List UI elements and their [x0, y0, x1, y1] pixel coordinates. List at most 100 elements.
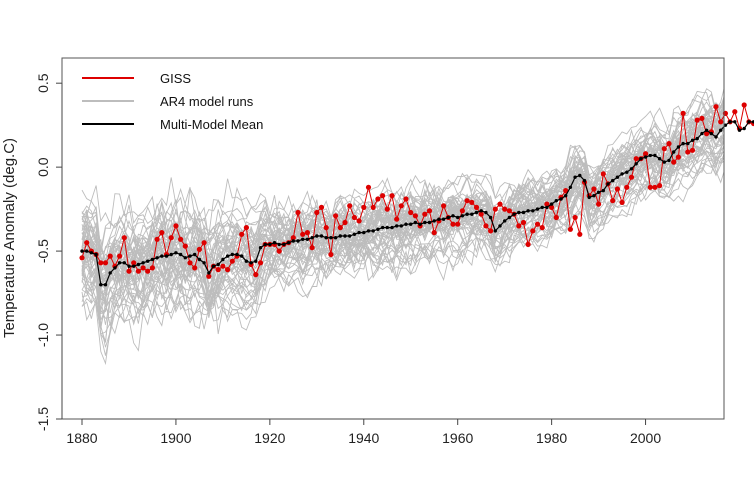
mean-point: [385, 225, 389, 230]
mean-point: [465, 212, 469, 216]
mean-point: [319, 234, 324, 238]
giss-point: [365, 184, 372, 190]
mean-point: [160, 254, 164, 258]
giss-point: [351, 214, 357, 221]
giss-point: [239, 231, 245, 237]
mean-point: [404, 222, 408, 226]
giss-point: [591, 186, 597, 192]
mean-point: [183, 256, 187, 260]
giss-point: [173, 223, 179, 229]
mean-point: [333, 236, 338, 240]
mean-point: [723, 123, 728, 127]
mean-point: [695, 136, 699, 141]
mean-point: [587, 195, 591, 200]
giss-point: [455, 221, 461, 227]
giss-point: [145, 268, 151, 274]
giss-point: [380, 193, 386, 199]
model-run-line: [81, 110, 724, 279]
mean-point: [742, 126, 746, 131]
giss-point: [168, 235, 174, 241]
model-run-line: [81, 118, 724, 286]
x-tick-label: 1960: [442, 430, 473, 446]
giss-point: [563, 188, 569, 194]
giss-point: [79, 255, 85, 261]
giss-point: [431, 230, 437, 236]
mean-point: [132, 264, 136, 268]
mean-point: [615, 175, 620, 179]
mean-point: [99, 283, 103, 287]
x-tick-label: 1980: [536, 430, 567, 446]
x-tick-label: 2000: [630, 430, 661, 446]
mean-point: [258, 246, 263, 250]
giss-point: [652, 184, 658, 190]
giss-point: [314, 209, 320, 216]
giss-point: [309, 245, 315, 251]
mean-point: [507, 215, 512, 220]
mean-point: [498, 224, 502, 228]
mean-point: [324, 236, 328, 240]
giss-point: [577, 231, 583, 237]
giss-point: [154, 236, 160, 242]
mean-point: [700, 131, 704, 136]
giss-point: [276, 248, 282, 254]
giss-point: [534, 221, 541, 227]
y-axis-title: Temperature Anomaly (deg.C): [1, 138, 18, 338]
mean-point: [479, 209, 483, 213]
mean-point: [634, 162, 638, 166]
mean-point: [596, 190, 601, 194]
mean-point: [643, 155, 648, 159]
giss-point: [694, 117, 700, 123]
giss-point: [478, 211, 484, 217]
y-tick-label: -1.0: [35, 323, 51, 347]
mean-point: [301, 237, 305, 241]
mean-point: [80, 249, 84, 253]
mean-point: [667, 158, 671, 163]
mean-point: [85, 249, 89, 253]
giss-point: [389, 193, 395, 199]
giss-point: [196, 246, 202, 252]
mean-point: [427, 220, 432, 225]
mean-point: [376, 227, 380, 231]
giss-point: [718, 119, 724, 125]
giss-point: [713, 104, 719, 110]
giss-point: [375, 196, 381, 202]
mean-point: [286, 241, 291, 245]
mean-point: [657, 157, 662, 161]
mean-point: [352, 232, 357, 236]
mean-point: [277, 242, 281, 247]
mean-point: [578, 173, 582, 178]
mean-point: [503, 219, 507, 223]
mean-point: [672, 150, 676, 154]
mean-point: [207, 271, 211, 275]
giss-point: [187, 260, 193, 266]
giss-point: [567, 226, 574, 232]
mean-layer: [80, 120, 754, 287]
giss-point: [549, 204, 555, 210]
mean-point: [662, 160, 666, 164]
giss-point: [318, 204, 325, 210]
giss-point: [600, 171, 606, 177]
mean-point: [620, 172, 624, 176]
mean-point: [625, 170, 629, 174]
mean-point: [146, 259, 150, 263]
legend-label: GISS: [160, 71, 191, 86]
mean-point: [291, 239, 295, 243]
giss-point: [619, 199, 625, 205]
mean-point: [639, 157, 643, 161]
mean-point: [470, 212, 474, 216]
giss-point: [633, 156, 639, 162]
mean-point: [545, 205, 549, 210]
giss-point: [520, 219, 527, 226]
mean-point: [686, 141, 690, 146]
mean-point: [747, 120, 751, 124]
mean-point: [268, 242, 272, 247]
mean-point: [235, 252, 239, 257]
mean-point: [488, 215, 493, 220]
mean-point: [136, 262, 141, 267]
mean-point: [517, 210, 521, 215]
giss-point: [572, 214, 578, 221]
model-run-line: [81, 110, 724, 258]
mean-point: [559, 197, 563, 201]
model-runs-layer: [81, 86, 724, 366]
giss-point: [220, 263, 226, 269]
